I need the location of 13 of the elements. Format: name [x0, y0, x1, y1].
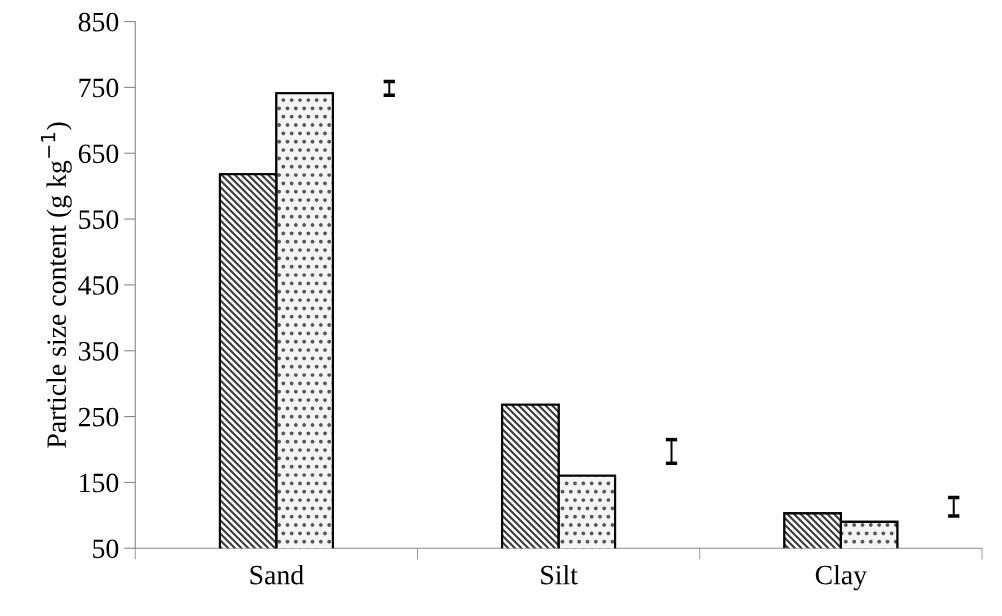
- y-tick-label: 650: [78, 144, 119, 164]
- y-tick-label: 150: [80, 473, 119, 493]
- y-tick-label: 450: [78, 276, 119, 295]
- y-tick-label: 350: [78, 341, 119, 361]
- x-tick-label: Silt: [541, 564, 578, 585]
- y-axis-title: Particle size content (g kg$^{−1}$): [40, 122, 72, 448]
- x-tick-label: Sand: [250, 564, 304, 585]
- y-tick-label: 550: [79, 210, 119, 229]
- y-tick-label: 50: [93, 539, 119, 559]
- x-tick-label: Clay: [815, 564, 867, 591]
- y-tick-label: 850: [78, 12, 119, 32]
- y-tick-label: 250: [78, 407, 119, 427]
- y-tick-label: 750: [79, 78, 119, 98]
